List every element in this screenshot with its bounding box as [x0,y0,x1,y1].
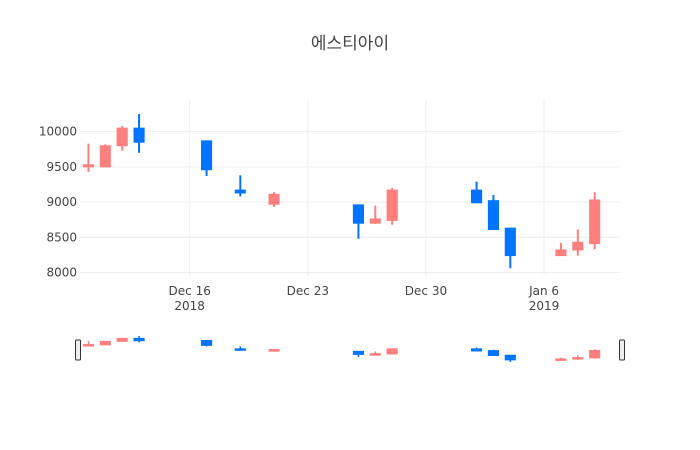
slider-candle[interactable] [369,351,381,356]
candle[interactable] [82,143,94,172]
slider-candle-body [268,349,280,352]
slider-candle-body [572,357,584,360]
slider-candle[interactable] [487,349,499,356]
slider-candle[interactable] [234,346,246,351]
slider-candle[interactable] [116,337,128,343]
candle-body [116,127,128,147]
y-tick-label: 10000 [39,125,77,139]
candle-body [589,199,601,245]
candle[interactable] [234,175,246,197]
candle[interactable] [504,227,516,269]
slider-candle[interactable] [133,336,145,343]
candle[interactable] [471,181,483,204]
candle[interactable] [555,242,567,257]
slider-candle-body [386,348,398,355]
candle-body [471,189,483,204]
candle-body [369,218,381,224]
slider-candle-body [471,348,483,352]
candle[interactable] [201,140,213,177]
candle[interactable] [589,192,601,250]
candle[interactable] [572,229,584,256]
y-tick-label: 8000 [46,265,77,279]
candle-body [352,204,364,224]
candle-body [268,193,280,205]
candle-body [234,189,246,194]
slider-candle-body [201,340,213,346]
chart-title: 에스티아이 [311,34,389,54]
slider-candle-body [369,353,381,356]
candle[interactable] [99,144,111,168]
candle-body [99,145,111,168]
slider-candle[interactable] [572,355,584,360]
slider-candle[interactable] [268,349,280,352]
y-tick-label: 8500 [46,230,77,244]
slider-candle-body [133,337,145,342]
slider-candle-body [116,337,128,342]
range-slider-background[interactable] [80,334,620,364]
slider-candle[interactable] [99,340,111,346]
slider-candle[interactable] [589,349,601,359]
x-tick-label: Dec 30 [405,284,447,298]
slider-candle-body [555,358,567,361]
slider-candle[interactable] [471,347,483,352]
slider-candle-body [589,349,601,359]
slider-candle[interactable] [555,357,567,361]
candle-body [504,227,516,257]
candle[interactable] [268,192,280,208]
candle[interactable] [133,114,145,153]
x-tick-label: Dec 23 [287,284,329,298]
candle[interactable] [369,205,381,224]
candle[interactable] [352,204,364,239]
slider-candle-body [487,350,499,356]
slider-candle-body [352,350,364,355]
range-slider-right-handle[interactable] [619,339,625,361]
candle-body [572,241,584,251]
y-tick-label: 9000 [46,195,77,209]
candle-body [487,200,499,231]
range-slider[interactable] [75,334,625,364]
x-tick-year-label: 2019 [529,299,560,313]
candle-body [386,189,398,221]
slider-candle-body [82,344,94,347]
y-tick-label: 9500 [46,160,77,174]
candle-layer[interactable] [82,114,601,269]
slider-candle[interactable] [504,354,516,362]
candle[interactable] [116,126,128,151]
x-tick-year-label: 2018 [174,299,205,313]
candle-body [555,249,567,257]
x-tick-label: Jan 6 [528,284,559,298]
slider-candle[interactable] [201,340,213,347]
range-slider-left-handle[interactable] [75,339,81,361]
slider-candle-body [99,340,111,346]
candle-body [82,164,94,168]
candle-body [133,127,145,143]
slider-candle[interactable] [386,348,398,355]
candle-body [201,140,213,171]
candle[interactable] [386,188,398,225]
x-tick-label: Dec 16 [169,284,211,298]
slider-candle[interactable] [352,350,364,358]
slider-candle[interactable] [82,340,94,347]
candle[interactable] [487,195,499,231]
slider-candle-body [234,348,246,351]
grid-layer [80,100,620,276]
slider-candle-body [504,354,516,361]
